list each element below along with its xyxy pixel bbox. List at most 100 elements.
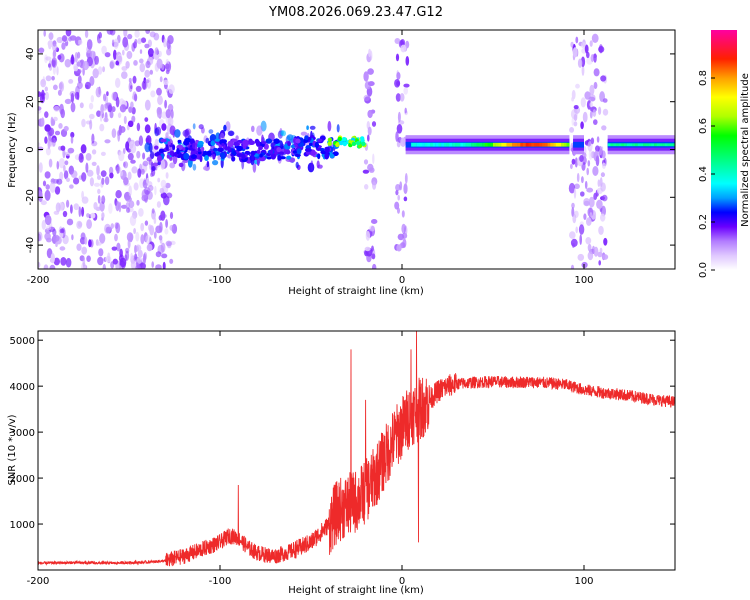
heatmap-cell (115, 201, 119, 211)
heatmap-cell (485, 143, 488, 147)
heatmap-cell (550, 143, 553, 147)
heatmap-cell (90, 213, 95, 219)
heatmap-cell (71, 93, 74, 103)
heatmap-cell (580, 121, 584, 129)
heatmap-cell (178, 140, 182, 143)
heatmap-cell (147, 244, 153, 252)
heatmap-cell (583, 112, 588, 123)
heatmap-cell (56, 66, 58, 75)
heatmap-cell (251, 154, 254, 161)
heatmap-cell (651, 143, 654, 146)
heatmap-cell (204, 155, 209, 161)
heatmap-cell (627, 143, 630, 146)
heatmap-cell (161, 123, 166, 131)
heatmap-cell (41, 200, 47, 205)
heatmap-cell (343, 142, 347, 146)
heatmap-cell (45, 190, 51, 201)
heatmap-cell (590, 111, 593, 118)
heatmap-cell (144, 70, 150, 78)
heatmap-cell (585, 237, 591, 244)
heatmap-cell (619, 143, 622, 146)
heatmap-cell (136, 151, 140, 159)
heatmap-cell (71, 234, 73, 240)
colorbar-label: Normalized spectral amplitude (740, 73, 750, 227)
heatmap-cell (515, 143, 518, 147)
heatmap-cell (397, 195, 400, 201)
heatmap-cell (96, 165, 100, 176)
heatmap-cell (372, 181, 376, 190)
heatmap-cell (567, 143, 570, 147)
heatmap-cell (455, 143, 458, 147)
heatmap-cell (592, 34, 599, 43)
heatmap-cell (92, 149, 96, 154)
heatmap-cell (87, 39, 93, 50)
heatmap-cell (588, 160, 591, 166)
heatmap-cell (58, 123, 62, 129)
heatmap-cell (411, 143, 414, 147)
heatmap-cell (55, 186, 60, 194)
snr-x-label: Height of straight line (km) (288, 585, 424, 596)
heatmap-cell (638, 143, 641, 146)
heatmap-cell (488, 143, 491, 147)
y-tick-label: 4000 (10, 382, 35, 393)
y-tick-label: 1000 (10, 520, 35, 531)
heatmap-cell (130, 102, 134, 109)
heatmap-cell (60, 109, 65, 118)
heatmap-cell (150, 173, 153, 177)
heatmap-cell (398, 112, 401, 123)
heatmap-cell (579, 234, 582, 245)
heatmap-cell (149, 225, 154, 235)
heatmap-cell (287, 141, 291, 146)
heatmap-cell (482, 143, 485, 147)
heatmap-cell (395, 131, 398, 142)
heatmap-cell (291, 145, 295, 149)
heatmap-band-core (154, 135, 367, 162)
heatmap-cell (602, 195, 608, 202)
heatmap-cell (361, 142, 365, 146)
heatmap-cell (581, 97, 586, 107)
figure-title: YM08.2026.069.23.47.G12 (268, 5, 443, 20)
heatmap-cell (43, 76, 45, 84)
heatmap-cell (51, 253, 55, 263)
heatmap-cell (265, 138, 272, 143)
heatmap-cell (601, 172, 605, 177)
heatmap-cell (398, 234, 405, 241)
heatmap-cell (209, 129, 214, 134)
heatmap-cell (107, 252, 110, 261)
heatmap-cell (570, 164, 573, 169)
heatmap-cell (366, 231, 370, 241)
heatmap-cell (367, 110, 372, 118)
heatmap-cell (70, 56, 74, 65)
heatmap-cell (526, 143, 529, 147)
heatmap-cell (84, 237, 87, 245)
heatmap-cell (91, 95, 94, 102)
heatmap-cell (305, 148, 312, 152)
heatmap-cell (172, 144, 175, 150)
heatmap-cell (406, 56, 410, 66)
heatmap-cell (460, 143, 463, 147)
heatmap-cell (256, 125, 262, 135)
heatmap-cell (67, 219, 73, 226)
heatmap-cell (236, 146, 243, 152)
heatmap-region-scatter-left (35, 26, 177, 273)
x-tick-label: -200 (27, 576, 50, 587)
x-tick-label: 100 (574, 275, 593, 286)
heatmap-cell (310, 126, 316, 130)
heatmap-cell (159, 235, 163, 240)
heatmap-cell (436, 143, 439, 147)
heatmap-cell (201, 147, 204, 152)
heatmap-cell (582, 262, 588, 268)
colorbar-tick-label: 0.0 (698, 262, 709, 278)
heatmap-cell (258, 146, 263, 150)
heatmap-cell (96, 87, 102, 98)
heatmap-cell (137, 123, 140, 131)
heatmap-cell (403, 183, 407, 194)
heatmap-cell (154, 186, 156, 195)
heatmap-cell (145, 220, 148, 225)
heatmap-cell (134, 39, 137, 45)
x-tick-label: -100 (209, 576, 232, 587)
heatmap-cell (39, 48, 45, 54)
heatmap-cell (276, 147, 281, 152)
heatmap-cell (232, 139, 238, 142)
heatmap-cell (49, 32, 54, 40)
